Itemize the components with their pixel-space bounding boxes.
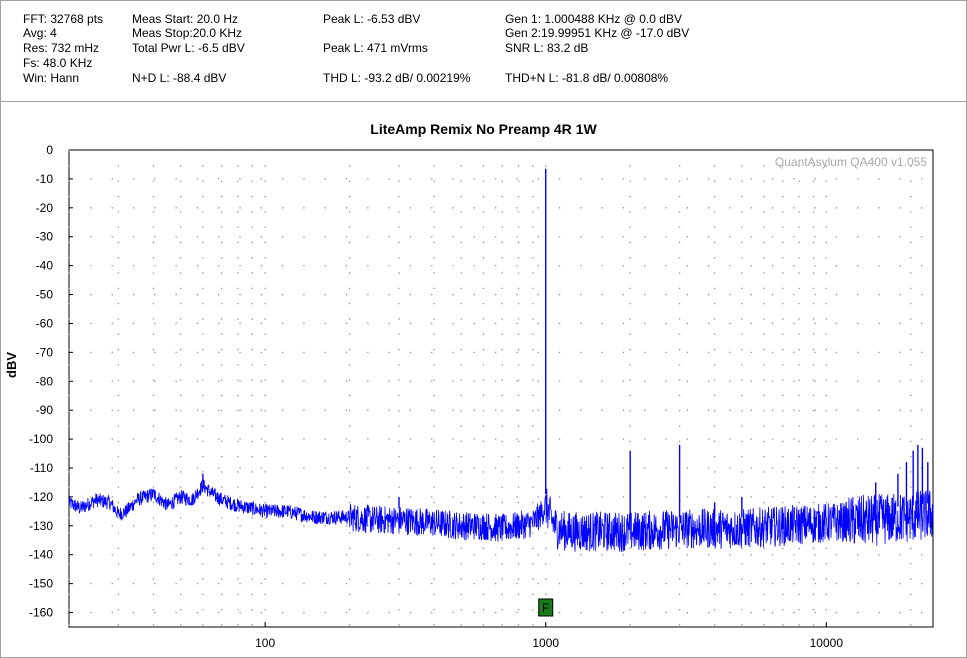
y-tick-label: -60 [36, 316, 54, 330]
x-tick-label: 1000 [532, 636, 559, 650]
y-tick-label: -50 [36, 288, 54, 302]
chart-title: LiteAmp Remix No Preamp 4R 1W [370, 121, 597, 137]
info-res: Res: 732 mHz [23, 41, 100, 55]
y-tick-label: -40 [36, 259, 54, 273]
y-tick-label: -150 [29, 577, 53, 591]
plot-border [68, 149, 934, 628]
y-tick-label: -160 [29, 606, 53, 620]
y-tick-label: -130 [29, 519, 53, 533]
header-divider [1, 101, 966, 102]
y-tick-label: -90 [36, 403, 54, 417]
y-tick-label: -70 [36, 345, 54, 359]
info-meas-stop: Meas Stop:20.0 KHz [132, 26, 243, 40]
info-total-power: Total Pwr L: -6.5 dBV [132, 41, 245, 55]
x-tick-label: 100 [255, 636, 275, 650]
info-thd: THD L: -93.2 dB/ 0.00219% [323, 71, 471, 85]
y-tick-label: -100 [29, 432, 53, 446]
info-peak-dbv: Peak L: -6.53 dBV [323, 12, 421, 26]
fundamental-marker-label: F [542, 601, 549, 615]
info-window: Win: Hann [23, 71, 80, 85]
info-snr: SNR L: 83.2 dB [505, 41, 589, 55]
info-gen1: Gen 1: 1.000488 KHz @ 0.0 dBV [505, 12, 682, 26]
y-tick-label: -140 [29, 548, 53, 562]
spectrum-trace [68, 479, 934, 552]
y-tick-label: -10 [36, 172, 54, 186]
info-fs: Fs: 48.0 KHz [23, 56, 93, 70]
info-gen2: Gen 2:19.99951 KHz @ -17.0 dBV [505, 26, 690, 40]
info-avg: Avg: 4 [23, 26, 57, 40]
y-tick-label: -110 [30, 461, 53, 475]
y-tick-label: -30 [36, 230, 54, 244]
y-tick-label: -20 [36, 201, 54, 215]
y-tick-label: -80 [36, 374, 54, 388]
info-peak-vrms: Peak L: 471 mVrms [323, 41, 428, 55]
y-tick-label: 0 [46, 143, 53, 157]
info-fft: FFT: 32768 pts [23, 12, 104, 26]
fundamental-marker [538, 598, 554, 617]
info-thd-n: THD+N L: -81.8 dB/ 0.00808% [505, 71, 669, 85]
y-tick-label: -120 [29, 490, 53, 504]
x-tick-label: 10000 [810, 636, 844, 650]
info-n-plus-d: N+D L: -88.4 dBV [132, 71, 227, 85]
info-meas-start: Meas Start: 20.0 Hz [132, 12, 239, 26]
